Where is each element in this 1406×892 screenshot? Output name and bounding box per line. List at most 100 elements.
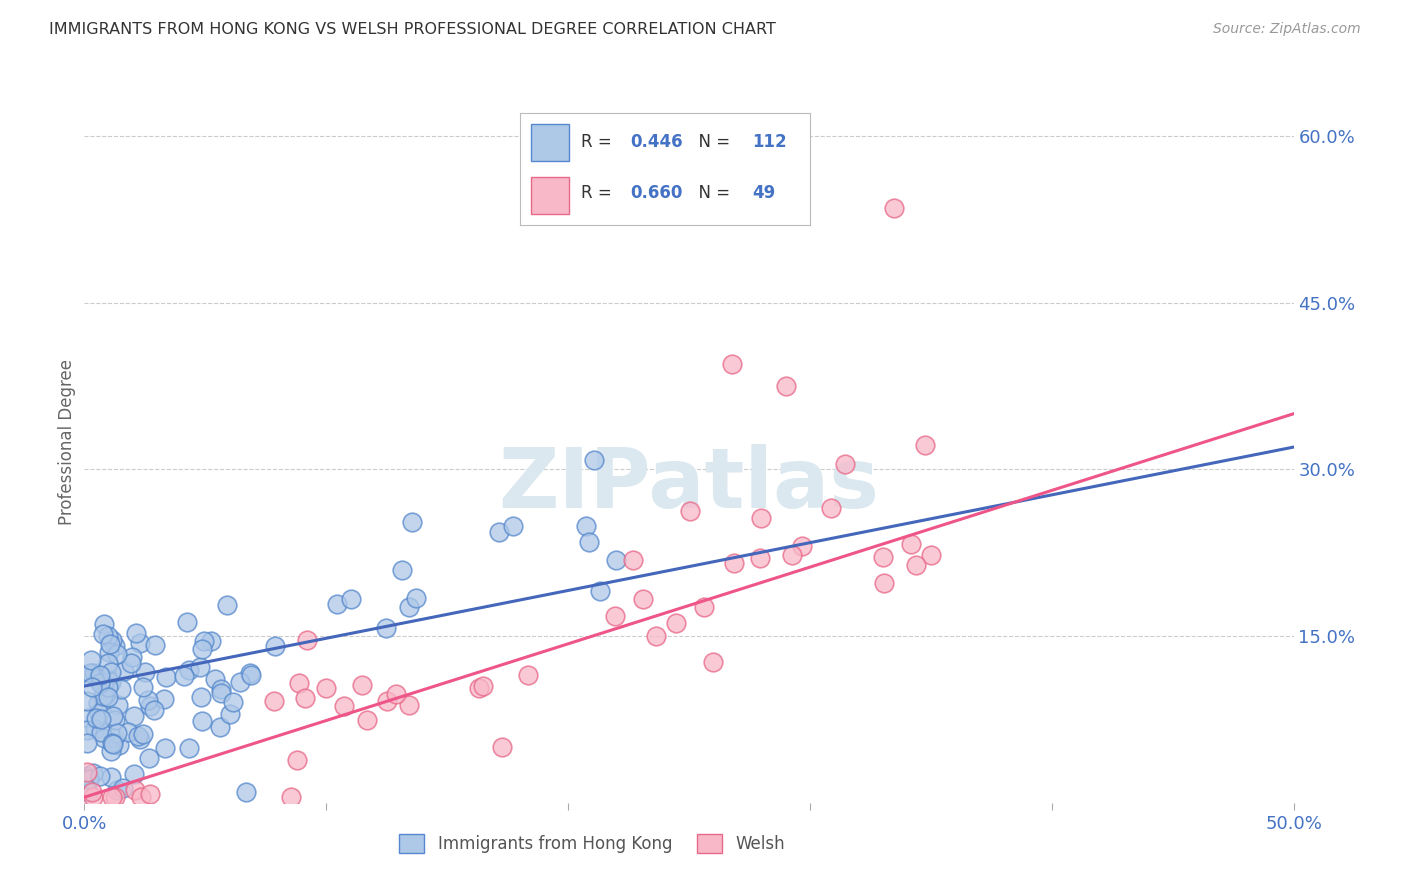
Point [873, 576, 896, 591]
Point [110, 682, 132, 697]
Point [790, 539, 813, 553]
Point [79, 666, 101, 681]
Point [603, 609, 626, 624]
Point [900, 537, 922, 551]
Point [315, 681, 337, 695]
Point [91, 689, 114, 703]
Point [748, 550, 770, 565]
Point [107, 698, 129, 712]
Point [356, 713, 378, 727]
Point [87, 673, 110, 687]
Point [76, 764, 98, 779]
Point [112, 664, 135, 678]
Point [294, 691, 316, 706]
Point [117, 725, 139, 739]
Point [76, 723, 98, 737]
Text: Source: ZipAtlas.com: Source: ZipAtlas.com [1213, 22, 1361, 37]
Legend: Immigrants from Hong Kong, Welsh: Immigrants from Hong Kong, Welsh [392, 827, 792, 860]
Point [132, 680, 155, 694]
Point [176, 615, 198, 629]
Point [76, 769, 98, 783]
Point [89, 706, 111, 720]
Point [872, 549, 894, 564]
Y-axis label: Professional Degree: Professional Degree [58, 359, 76, 524]
Point [93, 731, 115, 745]
Point [108, 738, 131, 752]
Point [153, 740, 176, 755]
Point [702, 656, 724, 670]
Point [200, 634, 222, 648]
Point [905, 558, 928, 573]
Point [405, 591, 427, 605]
Point [124, 783, 146, 797]
Point [101, 790, 124, 805]
Point [103, 714, 125, 728]
Point [208, 720, 231, 734]
Point [127, 730, 149, 744]
Point [398, 600, 420, 615]
Point [103, 737, 125, 751]
Point [621, 553, 644, 567]
Point [105, 647, 128, 661]
Point [121, 650, 143, 665]
Point [90, 725, 112, 739]
Point [239, 665, 262, 680]
Point [104, 639, 127, 653]
Point [188, 660, 211, 674]
Point [101, 736, 124, 750]
Point [605, 553, 627, 567]
Point [124, 766, 146, 780]
Point [143, 638, 166, 652]
Point [374, 621, 396, 635]
Point [82, 680, 104, 694]
Point [97, 690, 120, 704]
Point [263, 694, 285, 708]
Point [297, 632, 319, 647]
Point [391, 563, 413, 577]
Point [96, 629, 118, 643]
Point [105, 726, 128, 740]
Point [780, 548, 803, 562]
Point [76, 711, 98, 725]
Point [468, 681, 491, 696]
Point [385, 687, 408, 701]
Point [122, 708, 145, 723]
Point [100, 675, 122, 690]
Point [288, 676, 311, 690]
Point [97, 680, 120, 694]
Point [516, 667, 538, 681]
Point [326, 597, 349, 611]
Point [91, 627, 114, 641]
Point [751, 511, 773, 525]
Point [263, 640, 285, 654]
Point [139, 787, 162, 801]
Point [93, 617, 115, 632]
Point [575, 518, 598, 533]
Point [80, 785, 103, 799]
Point [80, 653, 103, 667]
Text: ZIPatlas: ZIPatlas [499, 444, 879, 525]
Point [101, 633, 124, 648]
Point [84, 711, 107, 725]
Point [209, 682, 232, 697]
Point [820, 500, 842, 515]
Point [100, 744, 122, 758]
Point [134, 665, 156, 680]
Point [190, 714, 212, 729]
Point [82, 765, 104, 780]
Point [76, 736, 98, 750]
Text: IMMIGRANTS FROM HONG KONG VS WELSH PROFESSIONAL DEGREE CORRELATION CHART: IMMIGRANTS FROM HONG KONG VS WELSH PROFE… [49, 22, 776, 37]
Point [98, 637, 121, 651]
Point [77, 772, 100, 786]
Point [104, 790, 127, 805]
Point [679, 504, 702, 518]
Point [94, 681, 117, 696]
Point [142, 703, 165, 717]
Point [191, 641, 214, 656]
Point [665, 616, 688, 631]
Point [578, 535, 600, 549]
Point [79, 666, 101, 681]
Point [209, 686, 232, 700]
Point [120, 657, 142, 671]
Point [101, 708, 124, 723]
